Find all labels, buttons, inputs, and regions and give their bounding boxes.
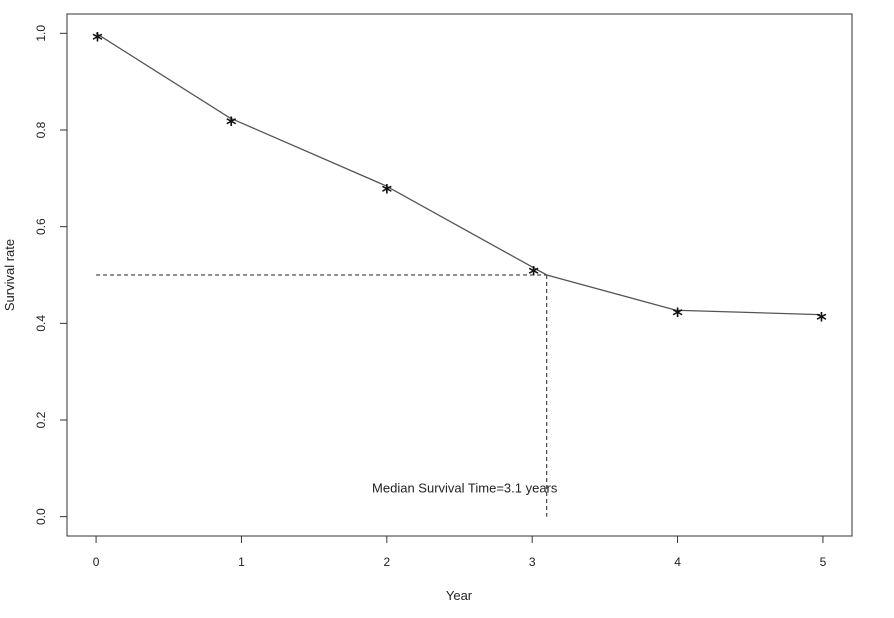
data-markers: * * * * * * xyxy=(92,28,827,332)
data-point-4: * xyxy=(672,303,683,327)
x-tick-label-5: 5 xyxy=(820,555,827,569)
x-axis: 0 1 2 3 4 5 xyxy=(93,536,827,569)
x-tick-label-1: 1 xyxy=(238,555,245,569)
y-tick-label-5: 1.0 xyxy=(34,25,48,42)
x-axis-title: Year xyxy=(446,588,473,603)
x-tick-label-3: 3 xyxy=(529,555,536,569)
series-line-group xyxy=(95,32,821,316)
y-tick-label-0: 0.0 xyxy=(34,508,48,525)
x-tick-label-0: 0 xyxy=(93,555,100,569)
y-tick-label-3: 0.6 xyxy=(34,218,48,235)
data-point-2: * xyxy=(382,180,393,204)
series-line-0 xyxy=(95,32,821,316)
data-point-1: * xyxy=(226,112,237,136)
median-reference-lines xyxy=(96,274,548,517)
y-axis-title: Survival rate xyxy=(2,239,17,311)
median-annotation: Median Survival Time=3.1 years xyxy=(372,481,558,496)
data-point-0: * xyxy=(92,28,103,52)
data-point-5: * xyxy=(816,308,827,332)
x-tick-label-2: 2 xyxy=(383,555,390,569)
y-tick-label-1: 0.2 xyxy=(34,411,48,428)
plot-frame xyxy=(66,13,853,537)
y-tick-label-4: 0.8 xyxy=(34,121,48,138)
x-tick-label-4: 4 xyxy=(674,555,681,569)
y-tick-label-2: 0.4 xyxy=(34,315,48,332)
data-point-3: * xyxy=(528,262,539,286)
y-axis: 0.0 0.2 0.4 0.6 0.8 1.0 xyxy=(34,25,67,525)
